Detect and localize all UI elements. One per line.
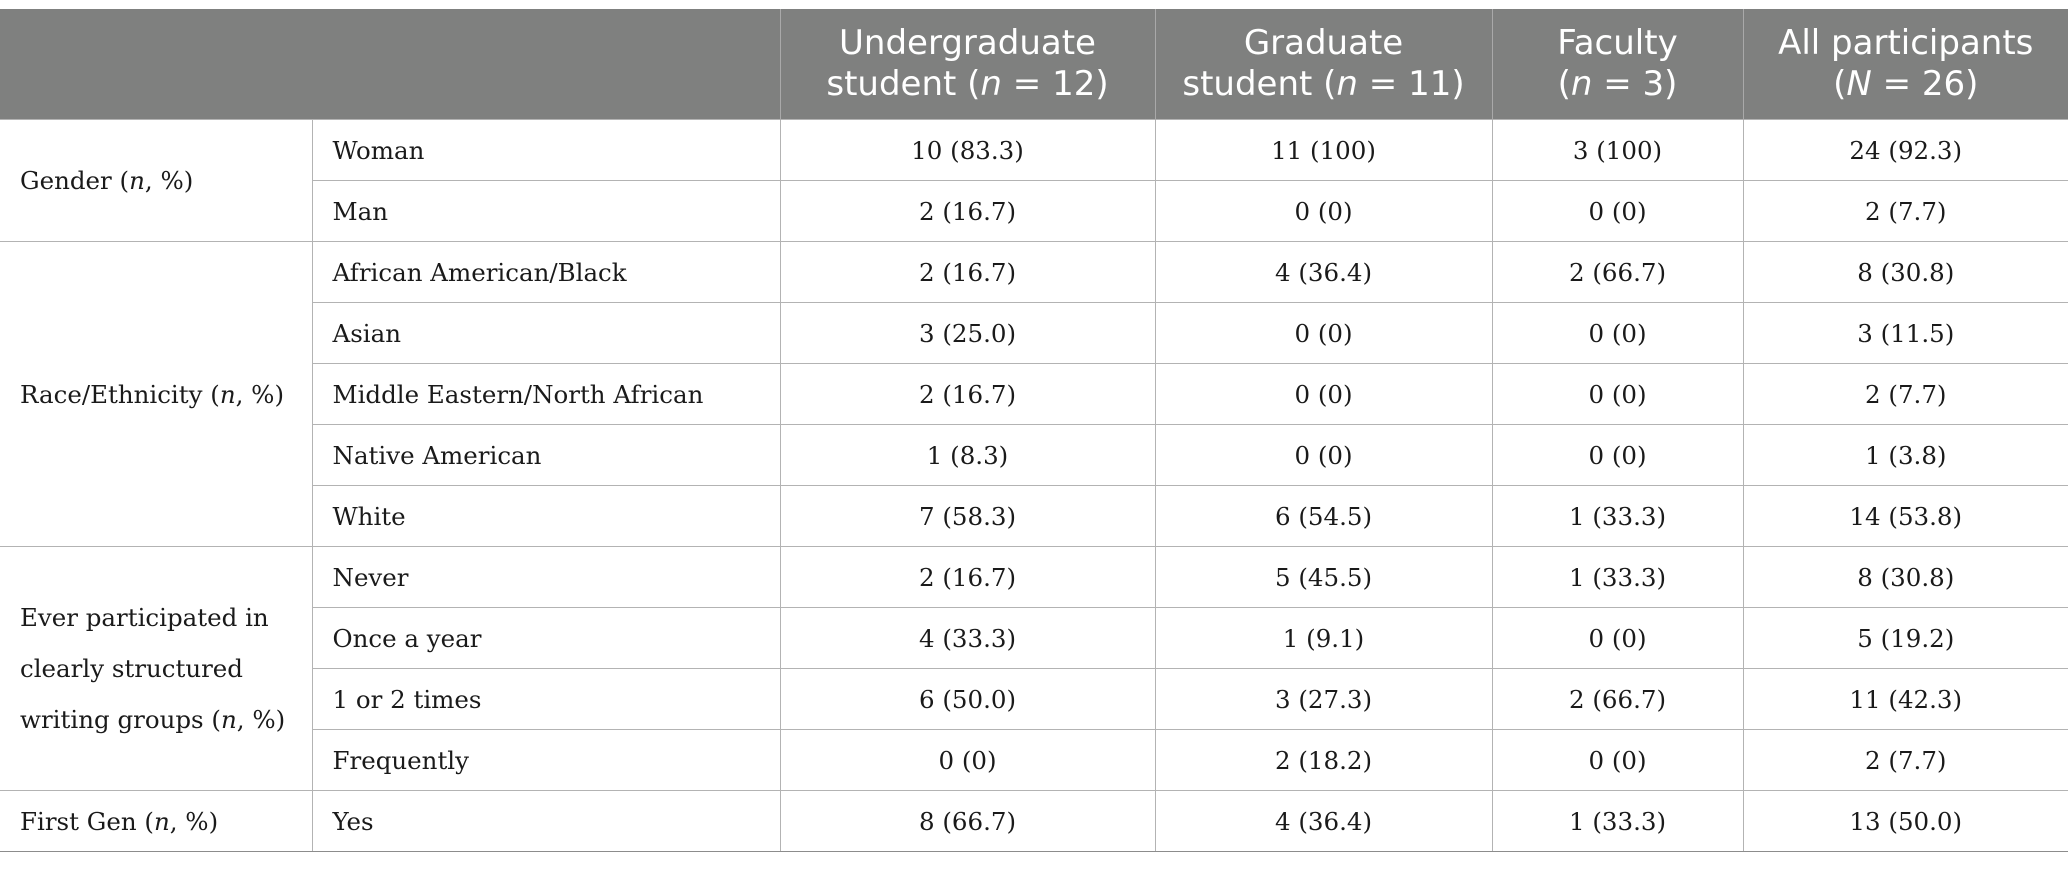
category-cell: Frequently (312, 729, 781, 791)
header-faculty: Faculty (n = 3) (1491, 9, 1743, 120)
value-cell: 13 (50.0) (1742, 790, 2068, 852)
value-cell: 24 (92.3) (1742, 119, 2068, 181)
category-cell: Native American (312, 424, 781, 486)
value-cell: 0 (0) (1491, 424, 1744, 486)
value-cell: 3 (11.5) (1742, 302, 2068, 364)
header-all-participants: All participants (N = 26) (1742, 9, 2068, 120)
value-cell: 2 (16.7) (779, 241, 1156, 303)
demographics-table: Undergraduate student (n = 12) Graduate … (0, 9, 2068, 852)
value-cell: 2 (18.2) (1154, 729, 1493, 791)
category-cell: Woman (311, 119, 781, 181)
table-body: Gender (n, %) Woman 10 (83.3) 11 (100) 3 (10… (0, 119, 2068, 852)
group-label-cell: First Gen (n, %) (0, 790, 313, 852)
table-row: 1 or 2 times 6 (50.0) 3 (27.3) 2 (66.7) 11 (… (0, 668, 2068, 730)
value-cell: 4 (33.3) (779, 607, 1156, 669)
table-row: Once a year 4 (33.3) 1 (9.1) 0 (0) 5 (19.2) (0, 607, 2068, 669)
table-row: Race/Ethnicity (n, %) African American/Bl… (0, 241, 2068, 547)
group-label-line: writing groups (n, %) (20, 705, 286, 734)
value-cell: 6 (54.5) (1154, 485, 1493, 547)
category-cell: Never (311, 546, 781, 608)
value-cell: 2 (7.7) (1742, 363, 2068, 425)
category-cell: Man (312, 180, 781, 242)
table-row: White 7 (58.3) 6 (54.5) 1 (33.3) 14 (53.8) (0, 485, 2068, 547)
value-cell: 3 (27.3) (1154, 668, 1493, 730)
value-cell: 0 (0) (1491, 363, 1744, 425)
value-cell: 0 (0) (779, 729, 1156, 791)
value-cell: 0 (0) (1154, 363, 1493, 425)
group-label-cell: Race/Ethnicity (n, %) (0, 241, 313, 547)
value-cell: 10 (83.3) (779, 119, 1156, 181)
table-header: Undergraduate student (n = 12) Graduate … (0, 9, 2068, 120)
value-cell: 4 (36.4) (1154, 790, 1493, 852)
value-cell: 3 (25.0) (779, 302, 1156, 364)
value-cell: 1 (33.3) (1491, 485, 1744, 547)
category-cell: Once a year (312, 607, 781, 669)
value-cell: 2 (16.7) (779, 180, 1156, 242)
table-row: Middle Eastern/North African 2 (16.7) 0 (0… (0, 363, 2068, 425)
group-label-line: Race/Ethnicity (n, %) (20, 379, 285, 409)
value-cell: 11 (100) (1154, 119, 1493, 181)
value-cell: 11 (42.3) (1742, 668, 2068, 730)
group-label-cell: Gender (n, %) (0, 119, 313, 242)
value-cell: 0 (0) (1491, 302, 1744, 364)
value-cell: 2 (66.7) (1491, 668, 1744, 730)
table-row: Gender (n, %) Woman 10 (83.3) 11 (100) 3 (10… (0, 119, 2068, 242)
value-cell: 1 (9.1) (1154, 607, 1493, 669)
header-blank-cell (0, 9, 780, 120)
value-cell: 1 (33.3) (1491, 790, 1744, 852)
value-cell: 2 (16.7) (779, 363, 1156, 425)
header-graduate: Graduate student (n = 11) (1154, 9, 1492, 120)
group-label-cell: Ever participated in clearly structured wr… (0, 546, 313, 791)
group-label-line: clearly structured (20, 654, 243, 683)
header-row: Undergraduate student (n = 12) Graduate … (0, 9, 2068, 120)
value-cell: 2 (7.7) (1742, 180, 2068, 242)
category-cell: 1 or 2 times (312, 668, 781, 730)
category-cell: White (312, 485, 781, 547)
value-cell: 0 (0) (1491, 729, 1744, 791)
value-cell: 8 (30.8) (1742, 241, 2068, 303)
category-cell: African American/Black (311, 241, 781, 303)
group-label-line: First Gen (n, %) (20, 806, 219, 836)
value-cell: 3 (100) (1491, 119, 1744, 181)
value-cell: 14 (53.8) (1742, 485, 2068, 547)
value-cell: 8 (30.8) (1742, 546, 2068, 608)
table-row: Frequently 0 (0) 2 (18.2) 0 (0) 2 (7.7) (0, 729, 2068, 791)
value-cell: 8 (66.7) (779, 790, 1156, 852)
value-cell: 0 (0) (1154, 424, 1493, 486)
group-label-line: Ever participated in (20, 603, 269, 632)
category-cell: Yes (311, 790, 781, 852)
value-cell: 2 (66.7) (1491, 241, 1744, 303)
value-cell: 1 (33.3) (1491, 546, 1744, 608)
category-cell: Asian (312, 302, 781, 364)
value-cell: 7 (58.3) (779, 485, 1156, 547)
value-cell: 1 (3.8) (1742, 424, 2068, 486)
value-cell: 5 (45.5) (1154, 546, 1493, 608)
value-cell: 2 (16.7) (779, 546, 1156, 608)
table-row: First Gen (n, %) Yes 8 (66.7) 4 (36.4) 1 (33… (0, 790, 2068, 852)
value-cell: 0 (0) (1154, 180, 1493, 242)
value-cell: 0 (0) (1491, 607, 1744, 669)
value-cell: 1 (8.3) (779, 424, 1156, 486)
value-cell: 5 (19.2) (1742, 607, 2068, 669)
value-cell: 4 (36.4) (1154, 241, 1493, 303)
header-undergraduate: Undergraduate student (n = 12) (779, 9, 1155, 120)
value-cell: 2 (7.7) (1742, 729, 2068, 791)
table-row: Ever participated in clearly structured wr… (0, 546, 2068, 791)
value-cell: 6 (50.0) (779, 668, 1156, 730)
category-cell: Middle Eastern/North African (312, 363, 781, 425)
group-label-line: Gender (n, %) (20, 166, 194, 195)
table-row: Asian 3 (25.0) 0 (0) 0 (0) 3 (11.5) (0, 302, 2068, 364)
table-row: Man 2 (16.7) 0 (0) 0 (0) 2 (7.7) (0, 180, 2068, 242)
value-cell: 0 (0) (1154, 302, 1493, 364)
value-cell: 0 (0) (1491, 180, 1744, 242)
